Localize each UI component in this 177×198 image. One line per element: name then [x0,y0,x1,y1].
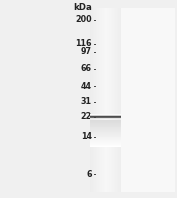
Bar [116,8,117,192]
Bar [90,135,121,137]
Text: 14: 14 [81,132,92,141]
Bar [90,131,121,132]
Bar [90,127,121,128]
Bar [90,123,121,124]
Bar [90,8,91,192]
Bar [90,146,121,147]
Bar [94,8,95,192]
Bar [109,8,110,192]
Bar [101,8,102,192]
Bar [102,8,103,192]
Bar [90,121,121,122]
Bar [90,140,121,141]
Bar [90,128,121,129]
Bar [90,129,121,130]
Bar [110,8,111,192]
Bar [90,126,121,128]
Bar [112,8,113,192]
Bar [98,8,99,192]
Bar [106,8,107,192]
Bar [120,8,121,192]
Bar [90,118,121,119]
Bar [90,118,121,119]
Bar [107,8,108,192]
Text: kDa: kDa [73,3,92,12]
Bar [90,116,121,117]
Bar [90,141,121,142]
Bar [111,8,112,192]
Bar [100,8,101,192]
Bar [90,139,121,140]
Text: 66: 66 [81,64,92,73]
Bar [90,117,121,118]
Text: 31: 31 [81,97,92,106]
Bar [90,116,121,117]
Bar [90,114,121,115]
Bar [90,115,121,116]
Bar [92,8,93,192]
Bar [113,8,114,192]
Bar [114,8,115,192]
Bar [97,8,98,192]
Bar [121,8,175,192]
Bar [90,133,121,134]
Bar [119,8,120,192]
Bar [90,137,121,138]
Bar [103,8,104,192]
Bar [104,8,105,192]
Bar [90,115,121,116]
Bar [91,8,92,192]
Bar [90,117,121,118]
Bar [99,8,100,192]
Bar [90,114,121,115]
Bar [90,115,121,116]
Bar [90,142,121,143]
Bar [90,144,121,145]
Text: 97: 97 [81,47,92,56]
Bar [108,8,109,192]
Bar [90,125,121,126]
Bar [90,136,121,137]
Bar [90,132,121,133]
Bar [118,8,119,192]
Bar [90,135,121,136]
Bar [90,145,121,146]
Text: 22: 22 [81,112,92,121]
Bar [90,130,121,131]
Bar [90,124,121,125]
Bar [117,8,118,192]
Text: 116: 116 [75,39,92,48]
Bar [115,8,116,192]
Bar [90,117,121,118]
Bar [93,8,94,192]
Bar [90,120,121,121]
Bar [90,118,121,119]
Text: 200: 200 [75,15,92,25]
Bar [90,143,121,144]
Bar [90,122,121,123]
Text: 6: 6 [87,169,92,179]
Bar [105,8,106,192]
Bar [95,8,96,192]
Bar [90,134,121,135]
Bar [96,8,97,192]
Bar [90,138,121,139]
Bar [90,146,121,147]
Bar [90,126,121,127]
Text: 44: 44 [81,82,92,91]
